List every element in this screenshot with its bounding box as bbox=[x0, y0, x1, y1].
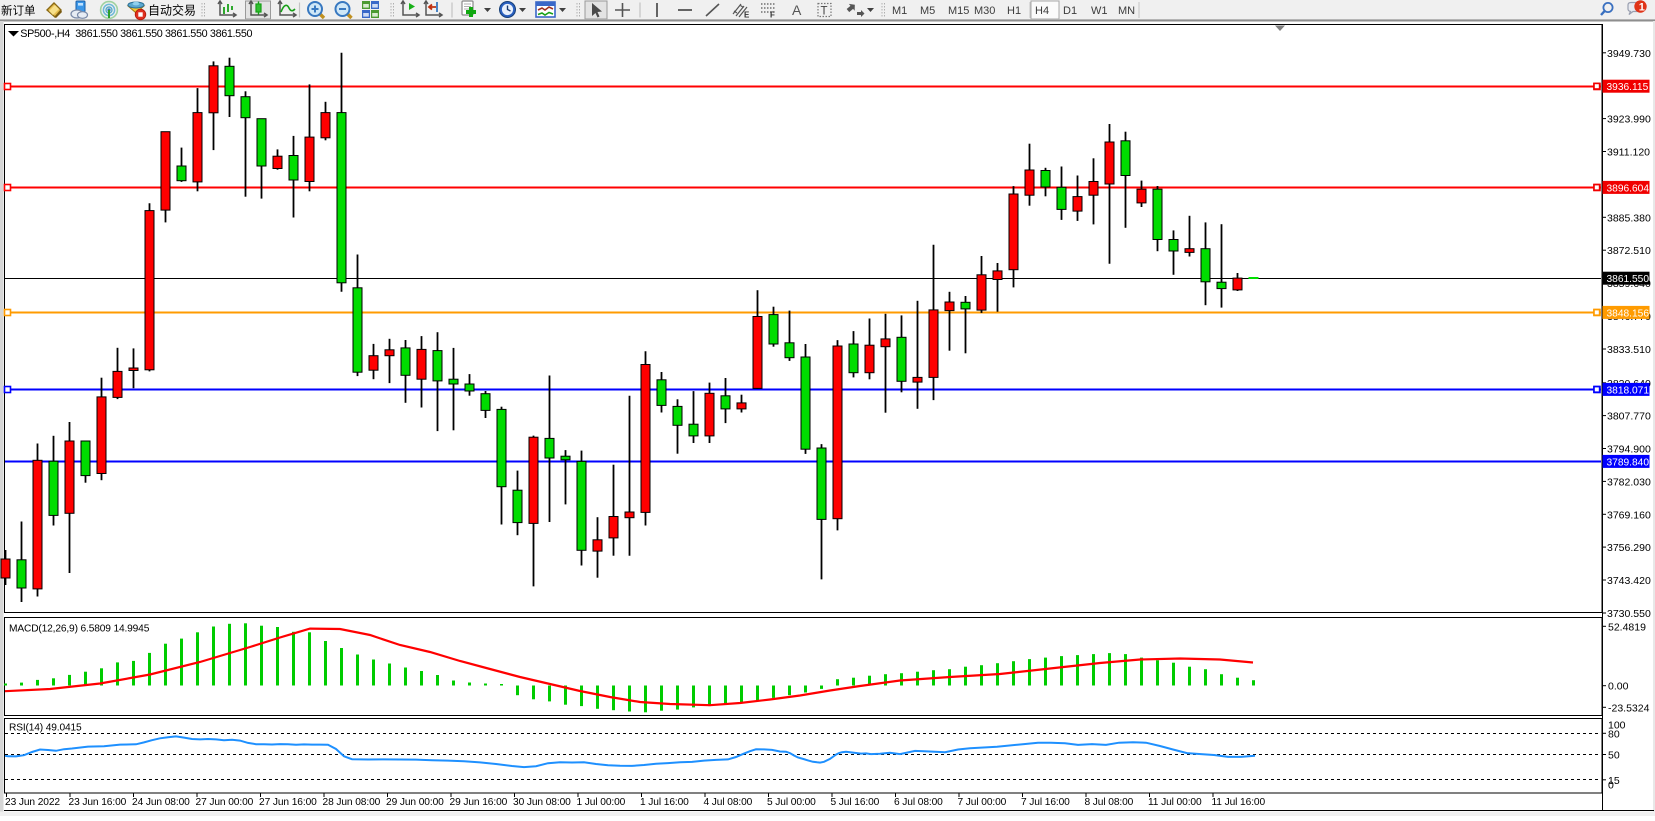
svg-text:28 Jun 08:00: 28 Jun 08:00 bbox=[323, 797, 381, 808]
svg-text:3769.160: 3769.160 bbox=[1607, 509, 1651, 521]
svg-text:3789.840: 3789.840 bbox=[1607, 457, 1650, 468]
svg-text:52.4819: 52.4819 bbox=[1608, 621, 1646, 633]
svg-text:23 Jun 16:00: 23 Jun 16:00 bbox=[69, 797, 127, 808]
svg-text:15: 15 bbox=[1608, 775, 1620, 787]
svg-text:自动交易: 自动交易 bbox=[148, 3, 196, 18]
svg-text:1 Jul 16:00: 1 Jul 16:00 bbox=[640, 797, 689, 808]
svg-text:3872.510: 3872.510 bbox=[1607, 245, 1651, 257]
svg-text:M30: M30 bbox=[974, 5, 995, 17]
svg-text:50: 50 bbox=[1608, 750, 1620, 762]
svg-text:3885.380: 3885.380 bbox=[1607, 212, 1651, 224]
svg-text:1: 1 bbox=[1639, 2, 1645, 14]
svg-text:3833.510: 3833.510 bbox=[1607, 344, 1651, 356]
svg-text:1 Jul 00:00: 1 Jul 00:00 bbox=[577, 797, 626, 808]
svg-text:11 Jul 00:00: 11 Jul 00:00 bbox=[1148, 797, 1202, 808]
svg-text:7 Jul 16:00: 7 Jul 16:00 bbox=[1021, 797, 1070, 808]
svg-text:11 Jul 16:00: 11 Jul 16:00 bbox=[1212, 797, 1266, 808]
svg-text:A: A bbox=[792, 2, 802, 18]
svg-text:MN: MN bbox=[1118, 5, 1135, 17]
svg-text:7 Jul 00:00: 7 Jul 00:00 bbox=[958, 797, 1007, 808]
svg-text:6 Jul 08:00: 6 Jul 08:00 bbox=[894, 797, 943, 808]
svg-text:5 Jul 16:00: 5 Jul 16:00 bbox=[831, 797, 880, 808]
svg-text:27 Jun 00:00: 27 Jun 00:00 bbox=[196, 797, 254, 808]
svg-text:0: 0 bbox=[1608, 780, 1614, 792]
svg-text:5 Jul 00:00: 5 Jul 00:00 bbox=[767, 797, 816, 808]
svg-text:3818.071: 3818.071 bbox=[1607, 385, 1650, 396]
svg-text:0.00: 0.00 bbox=[1608, 681, 1629, 693]
svg-text:3794.900: 3794.900 bbox=[1607, 444, 1651, 456]
svg-text:H1: H1 bbox=[1007, 5, 1021, 17]
svg-text:M15: M15 bbox=[948, 5, 969, 17]
svg-text:3807.770: 3807.770 bbox=[1607, 411, 1651, 423]
svg-text:W1: W1 bbox=[1091, 5, 1108, 17]
svg-text:D1: D1 bbox=[1063, 5, 1077, 17]
svg-text:新订单: 新订单 bbox=[1, 4, 36, 18]
svg-text:30 Jun 08:00: 30 Jun 08:00 bbox=[513, 797, 571, 808]
svg-text:27 Jun 16:00: 27 Jun 16:00 bbox=[259, 797, 317, 808]
svg-text:100: 100 bbox=[1608, 720, 1626, 732]
svg-text:E: E bbox=[744, 11, 750, 20]
svg-text:RSI(14) 49.0415: RSI(14) 49.0415 bbox=[9, 723, 82, 734]
svg-text:80: 80 bbox=[1608, 728, 1620, 740]
svg-text:3949.730: 3949.730 bbox=[1607, 48, 1651, 60]
svg-text:SP500-,H4 3861.550 3861.550 3: SP500-,H4 3861.550 3861.550 3861.550 386… bbox=[20, 28, 252, 40]
svg-text:24 Jun 08:00: 24 Jun 08:00 bbox=[132, 797, 190, 808]
svg-text:M1: M1 bbox=[892, 5, 907, 17]
svg-text:MACD(12,26,9) 6.5809 14.9945: MACD(12,26,9) 6.5809 14.9945 bbox=[9, 624, 150, 635]
svg-text:3743.420: 3743.420 bbox=[1607, 575, 1651, 587]
svg-text:M5: M5 bbox=[920, 5, 935, 17]
svg-text:3730.550: 3730.550 bbox=[1607, 608, 1651, 620]
svg-text:3782.030: 3782.030 bbox=[1607, 476, 1651, 488]
svg-text:F: F bbox=[770, 11, 775, 20]
svg-text:3936.115: 3936.115 bbox=[1607, 82, 1649, 93]
svg-text:4 Jul 08:00: 4 Jul 08:00 bbox=[704, 797, 753, 808]
svg-text:3896.604: 3896.604 bbox=[1607, 183, 1650, 194]
svg-text:8 Jul 08:00: 8 Jul 08:00 bbox=[1085, 797, 1134, 808]
svg-text:-23.5324: -23.5324 bbox=[1608, 702, 1650, 714]
svg-text:H4: H4 bbox=[1035, 5, 1049, 17]
svg-text:T: T bbox=[821, 6, 828, 18]
svg-text:29 Jun 16:00: 29 Jun 16:00 bbox=[450, 797, 508, 808]
svg-text:3861.550: 3861.550 bbox=[1607, 274, 1650, 285]
svg-text:29 Jun 00:00: 29 Jun 00:00 bbox=[386, 797, 444, 808]
svg-text:3911.120: 3911.120 bbox=[1607, 147, 1650, 159]
svg-text:3756.290: 3756.290 bbox=[1607, 542, 1651, 554]
svg-text:23 Jun 2022: 23 Jun 2022 bbox=[5, 797, 60, 808]
svg-text:3923.990: 3923.990 bbox=[1607, 114, 1651, 126]
svg-text:3848.156: 3848.156 bbox=[1607, 308, 1650, 319]
